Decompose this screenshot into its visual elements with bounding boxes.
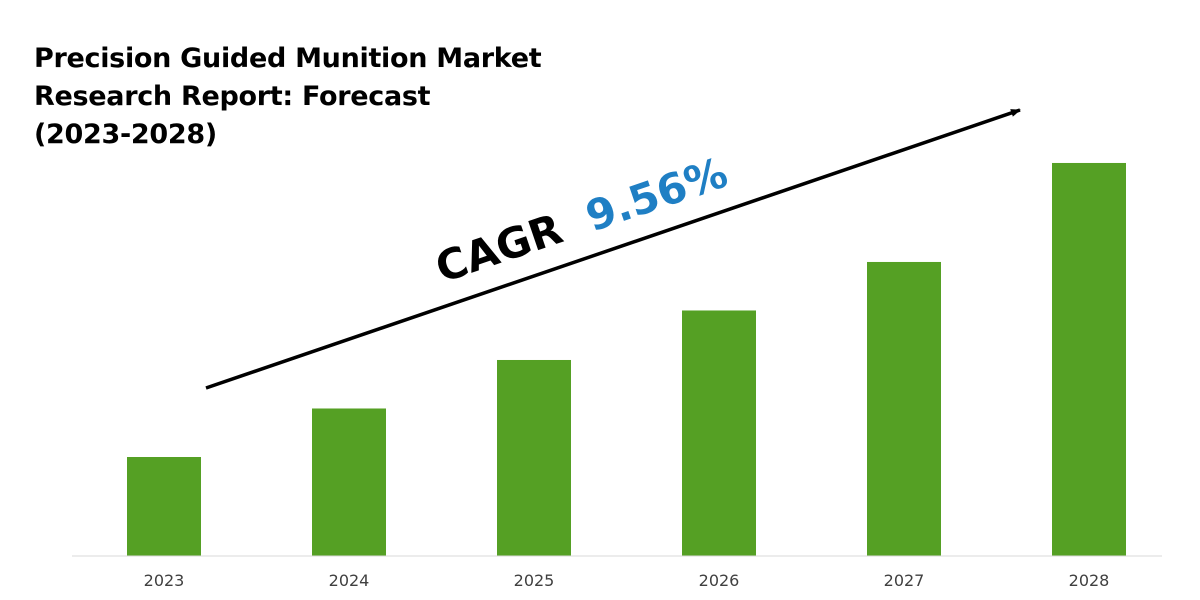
cagr-trend-arrow <box>205 108 1021 390</box>
cagr-annotation: CAGR 9.56% <box>429 148 733 293</box>
bar-2024 <box>312 408 386 556</box>
cagr-value: 9.56% <box>580 148 734 241</box>
x-tick-label-2027: 2027 <box>884 571 925 590</box>
x-tick-label-2023: 2023 <box>144 571 185 590</box>
bar-2025 <box>497 359 571 556</box>
cagr-label: CAGR 9.56% <box>429 148 733 293</box>
chart-title: Precision Guided Munition Market Researc… <box>34 40 634 154</box>
bars-group <box>127 162 1126 556</box>
bar-2027 <box>867 261 941 556</box>
x-tick-label-2024: 2024 <box>329 571 370 590</box>
x-tick-label-2026: 2026 <box>699 571 740 590</box>
x-tick-label-2028: 2028 <box>1069 571 1110 590</box>
cagr-prefix: CAGR <box>429 204 568 292</box>
bar-2026 <box>682 310 756 556</box>
chart-title-line-3: (2023-2028) <box>34 119 217 150</box>
chart-title-line-1: Precision Guided Munition Market <box>34 43 542 74</box>
x-tick-label-2025: 2025 <box>514 571 555 590</box>
bar-2028 <box>1052 162 1126 556</box>
x-tick-labels: 2023 2024 2025 2026 2027 2028 <box>144 571 1110 590</box>
chart-title-line-2: Research Report: Forecast <box>34 81 431 112</box>
bar-2023 <box>127 457 201 556</box>
